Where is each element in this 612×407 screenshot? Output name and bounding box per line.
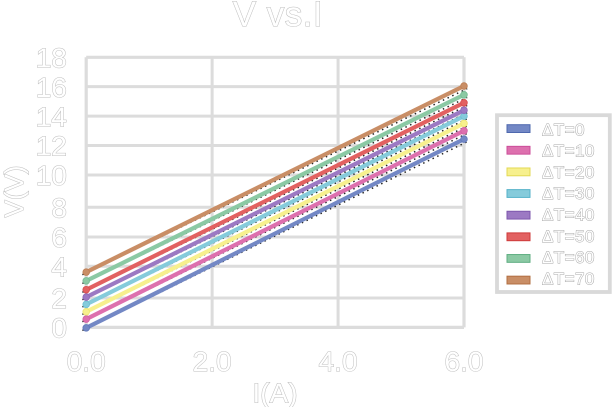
svg-text:V(V): V(V) bbox=[0, 166, 29, 218]
svg-text:18: 18 bbox=[36, 43, 67, 74]
svg-text:ΔT=10: ΔT=10 bbox=[542, 142, 595, 161]
svg-text:ΔT=0: ΔT=0 bbox=[542, 120, 585, 139]
svg-text:2.0: 2.0 bbox=[193, 346, 232, 377]
svg-text:16: 16 bbox=[36, 72, 67, 103]
svg-text:10: 10 bbox=[36, 160, 67, 191]
svg-text:12: 12 bbox=[36, 131, 67, 162]
svg-text:V vs.I: V vs.I bbox=[233, 0, 324, 34]
svg-text:ΔT=40: ΔT=40 bbox=[542, 206, 595, 225]
svg-text:ΔT=20: ΔT=20 bbox=[542, 163, 595, 182]
svg-text:4: 4 bbox=[51, 251, 67, 282]
svg-text:4.0: 4.0 bbox=[319, 346, 358, 377]
svg-text:ΔT=60: ΔT=60 bbox=[542, 248, 595, 267]
svg-text:0.0: 0.0 bbox=[67, 346, 106, 377]
svg-text:2: 2 bbox=[51, 283, 67, 314]
svg-text:ΔT=30: ΔT=30 bbox=[542, 184, 595, 203]
svg-text:I(A): I(A) bbox=[252, 378, 297, 407]
svg-text:ΔT=70: ΔT=70 bbox=[542, 269, 595, 288]
svg-text:6.0: 6.0 bbox=[445, 346, 484, 377]
svg-text:0: 0 bbox=[51, 313, 67, 344]
svg-text:ΔT=50: ΔT=50 bbox=[542, 227, 595, 246]
svg-text:14: 14 bbox=[36, 101, 67, 132]
svg-text:6: 6 bbox=[51, 222, 67, 253]
svg-text:8: 8 bbox=[51, 193, 67, 224]
